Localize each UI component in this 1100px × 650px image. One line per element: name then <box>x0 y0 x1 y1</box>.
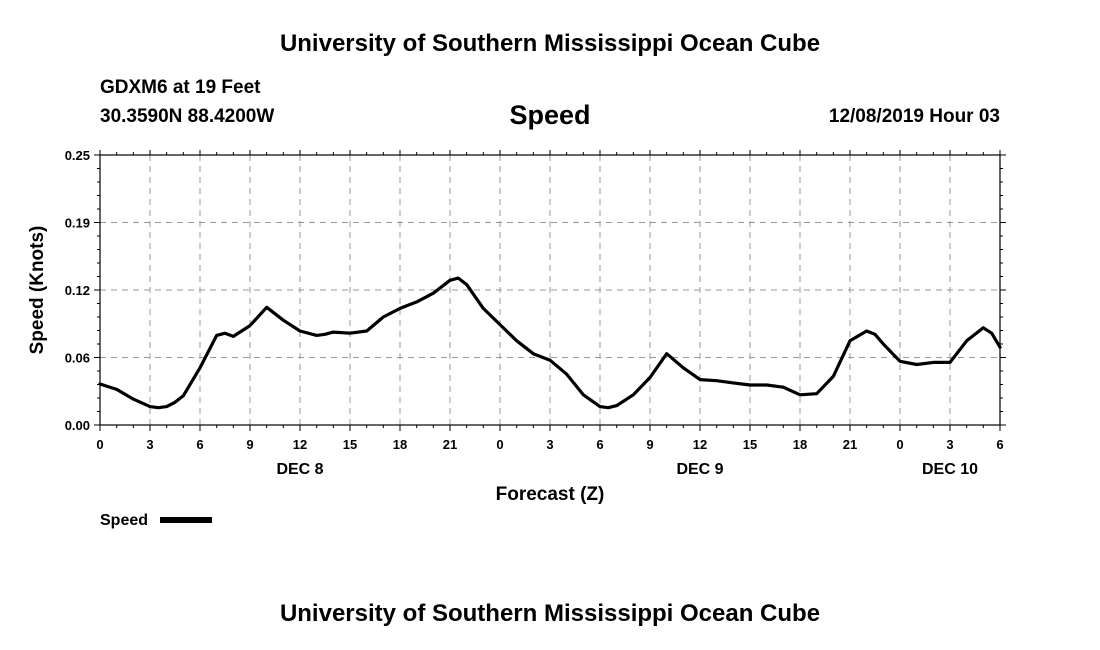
plot-frame <box>99 154 1001 426</box>
x-tick-label: 6 <box>196 437 203 452</box>
x-tick-label: 9 <box>246 437 253 452</box>
x-tick-label: 0 <box>496 437 503 452</box>
x-day-label: DEC 8 <box>276 461 323 478</box>
x-tick-label: 18 <box>793 437 807 452</box>
station-label: GDXM6 at 19 Feet <box>100 77 261 98</box>
speed-series-line <box>98 276 1002 410</box>
chart-title: Speed <box>509 100 591 130</box>
legend: Speed <box>100 512 212 529</box>
x-tick-label: 12 <box>293 437 307 452</box>
x-tick-label: 15 <box>743 437 757 452</box>
y-tick-label: 0.19 <box>65 216 90 231</box>
x-day-label: DEC 10 <box>922 461 978 478</box>
x-axis-title: Forecast (Z) <box>496 484 605 505</box>
x-tick-label: 3 <box>546 437 553 452</box>
x-tick-label: 21 <box>443 437 457 452</box>
x-tick-label: 3 <box>146 437 153 452</box>
x-tick-label: 0 <box>96 437 103 452</box>
x-tick-label: 0 <box>896 437 903 452</box>
x-tick-label: 6 <box>596 437 603 452</box>
legend-swatch <box>160 517 212 523</box>
y-tick-label: 0.25 <box>65 148 90 163</box>
x-tick-label: 3 <box>946 437 953 452</box>
y-tick-label: 0.12 <box>65 283 90 298</box>
x-tick-label: 18 <box>393 437 407 452</box>
x-tick-label: 9 <box>646 437 653 452</box>
tick-labels: 0 3 6 9 12 15 18 21 0 3 6 9 12 15 18 21 0 3 6 0.00 0.06 0.12 0… <box>65 148 1004 478</box>
y-tick-label: 0.00 <box>65 418 90 433</box>
footer-title: University of Southern Mississippi Ocean… <box>279 600 821 627</box>
datetime-label: 12/08/2019 Hour 03 <box>828 106 1000 127</box>
grid-lines <box>100 155 1000 425</box>
coordinates-label: 30.3590N 88.4200W <box>100 106 275 127</box>
x-tick-label: 21 <box>843 437 857 452</box>
x-tick-label: 12 <box>693 437 707 452</box>
page-title: University of Southern Mississippi Ocean… <box>279 30 821 57</box>
x-day-label: DEC 9 <box>676 461 723 478</box>
y-tick-label: 0.06 <box>65 351 90 366</box>
x-tick-label: 15 <box>343 437 357 452</box>
legend-label: Speed <box>100 512 148 529</box>
y-axis-title: Speed (Knots) <box>27 226 48 355</box>
x-tick-label: 6 <box>996 437 1003 452</box>
